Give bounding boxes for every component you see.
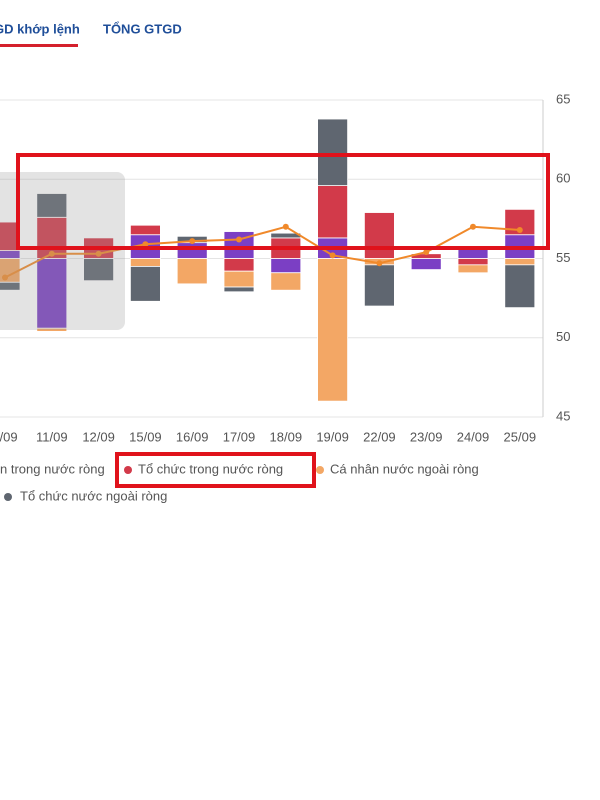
line-point xyxy=(142,241,149,248)
legend-label: Tổ chức nước ngoài ròng xyxy=(20,488,167,503)
bar-segment xyxy=(36,327,68,332)
x-tick-label: 12/09 xyxy=(82,429,115,444)
bar-segment xyxy=(223,286,255,293)
legend-label: Tổ chức trong nước ròng xyxy=(138,461,283,476)
tab-underline xyxy=(0,44,78,47)
y2-tick-label: 55 xyxy=(556,250,570,265)
bar-segment xyxy=(176,242,208,259)
line-point xyxy=(95,250,102,257)
x-tick-label: 15/09 xyxy=(129,429,162,444)
bar-segment xyxy=(223,258,255,272)
bar-segment xyxy=(129,266,161,302)
x-tick-label: 24/09 xyxy=(457,429,490,444)
x-tick-label: 11/09 xyxy=(36,429,68,444)
legend-dot xyxy=(316,466,324,474)
line-point xyxy=(2,274,8,281)
bar-segment xyxy=(176,258,208,285)
legend-label: n trong nước ròng xyxy=(0,461,105,476)
y2-tick-label: 65 xyxy=(556,91,570,106)
bar-segment xyxy=(457,258,489,266)
line-point xyxy=(516,226,523,233)
bar-segment xyxy=(270,272,302,291)
bar-segment xyxy=(363,212,395,259)
tooltip xyxy=(0,172,125,330)
bar-segment xyxy=(223,231,255,259)
x-tick-label: 23/09 xyxy=(410,429,443,444)
tab[interactable]: TỔNG GTGD xyxy=(103,21,182,36)
x-tick-label: 22/09 xyxy=(363,429,396,444)
x-tick-label: 17/09 xyxy=(223,429,256,444)
bar-segment xyxy=(36,193,68,218)
bar-segment xyxy=(317,185,349,239)
x-tick-label: 16/09 xyxy=(176,429,209,444)
x-tick-label: 19/09 xyxy=(316,429,349,444)
bar-segment xyxy=(0,281,21,291)
line-point xyxy=(329,252,336,259)
bar-segment xyxy=(223,270,255,288)
highlight-box xyxy=(115,452,316,488)
line-point xyxy=(48,250,55,257)
x-tick-label: 25/09 xyxy=(504,429,537,444)
legend-dot xyxy=(124,466,132,474)
bar-segment xyxy=(457,248,489,259)
line-point xyxy=(189,238,196,245)
line-point xyxy=(423,249,430,256)
bar-segment xyxy=(270,258,302,274)
plot-area: 45 50 55 60 65 0/09 11/09 12/09 15/09 16/09 17/09 1… xyxy=(0,91,570,444)
bar-segment xyxy=(129,258,161,267)
line-point xyxy=(376,260,383,267)
bar-segment xyxy=(129,224,161,236)
legend-label: Cá nhân nước ngoài ròng xyxy=(330,461,479,476)
highlight-box xyxy=(16,153,550,250)
line-point xyxy=(470,223,476,230)
y2-tick-label: 50 xyxy=(556,329,570,344)
x-tick-label: 18/09 xyxy=(270,429,303,444)
x-tick-label: 0/09 xyxy=(0,429,18,444)
bar-segment xyxy=(317,118,349,186)
legend-dot xyxy=(4,493,12,501)
y2-tick-label: 45 xyxy=(556,408,570,423)
bar-segment xyxy=(317,258,349,402)
bar-segment xyxy=(457,264,489,274)
y2-tick-label: 60 xyxy=(556,171,570,186)
bar-segment xyxy=(504,258,536,266)
bar-segment xyxy=(410,258,442,270)
bar-segment xyxy=(504,264,536,309)
bar-segment xyxy=(363,264,395,307)
bar-segment xyxy=(83,258,114,282)
line-point xyxy=(282,223,289,230)
tab-active[interactable]: GD khớp lệnh xyxy=(0,21,80,36)
line-point xyxy=(236,236,242,243)
bar-segment xyxy=(36,258,68,329)
